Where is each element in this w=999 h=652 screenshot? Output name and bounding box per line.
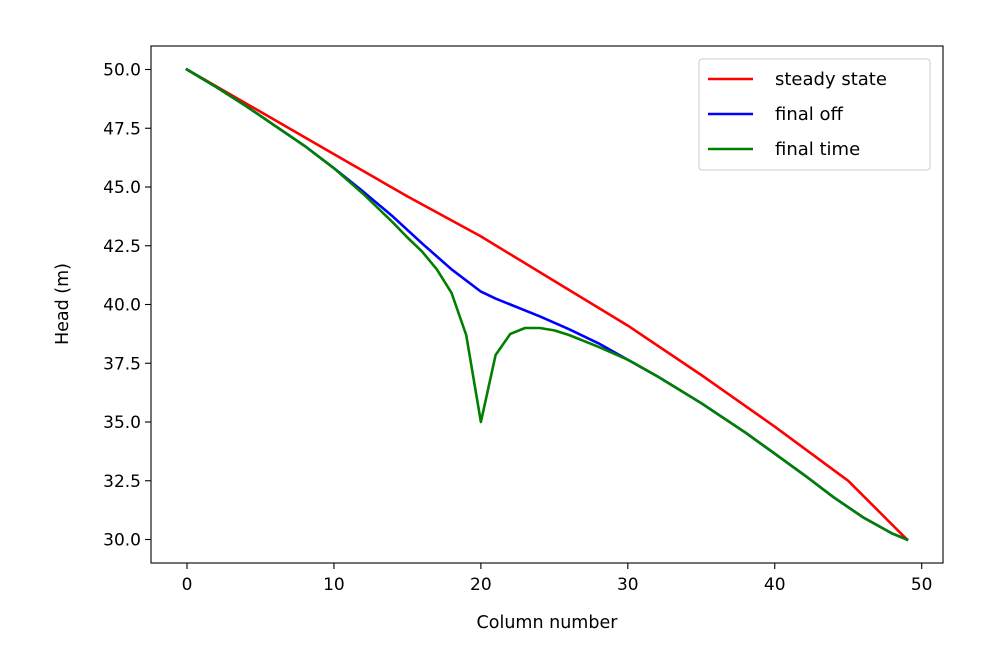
series-layer (185, 67, 909, 542)
x-tick-label-5: 50 (911, 575, 933, 595)
x-tick-label-0: 0 (182, 575, 193, 595)
legend-label-final-off: final off (775, 104, 844, 125)
series-line-steady-state (185, 67, 909, 542)
y-tick-label-3: 37.5 (103, 354, 141, 374)
legend-box (698, 58, 931, 171)
x-axis-label: Column number (477, 613, 619, 633)
y-tick-label-1: 32.5 (103, 472, 141, 492)
legend-label-final-time: final time (775, 139, 860, 160)
x-tick-label-3: 30 (617, 575, 639, 595)
legend-entries: steady state final off final time (708, 69, 887, 160)
y-tick-label-4: 40.0 (103, 296, 141, 316)
y-tick-label-8: 50.0 (103, 61, 141, 81)
legend-label-steady-state: steady state (775, 69, 887, 90)
x-tick-label-1: 10 (323, 575, 345, 595)
series-line-final-time (185, 67, 909, 542)
y-tick-label-0: 30.0 (103, 531, 141, 551)
x-tick-label-4: 40 (764, 575, 786, 595)
y-tick-label-7: 47.5 (103, 119, 141, 139)
y-tick-label-2: 35.0 (103, 413, 141, 433)
plot-frame (150, 45, 944, 564)
legend: steady state final off final time (698, 58, 931, 171)
x-tick-label-2: 20 (470, 575, 492, 595)
y-tick-label-5: 42.5 (103, 237, 141, 257)
y-tick-label-6: 45.0 (103, 178, 141, 198)
x-axis: 0 10 20 30 40 50 (182, 563, 933, 595)
y-axis-label: Head (m) (53, 263, 73, 345)
y-axis: 30.0 32.5 35.0 37.5 40.0 42.5 45.0 47.5 50.0 (103, 61, 151, 551)
